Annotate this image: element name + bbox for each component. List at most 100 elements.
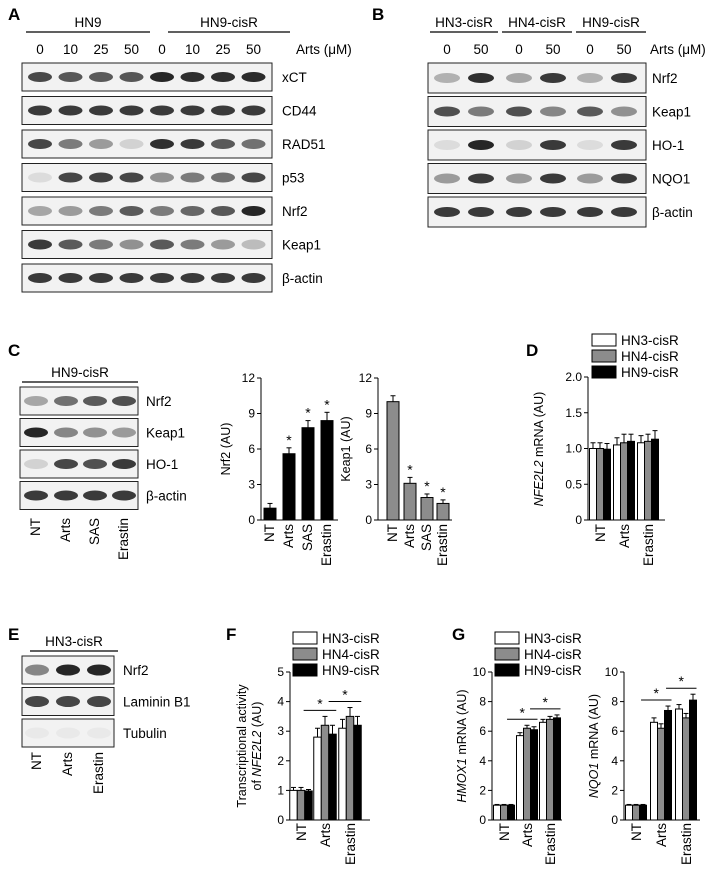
- y-tick-label: 8: [479, 695, 486, 709]
- panel-A-dose: 10: [185, 42, 200, 57]
- blot-band: [89, 239, 113, 250]
- blot-row-label: Keap1: [146, 426, 185, 441]
- blot-band: [468, 207, 494, 217]
- blot-band: [28, 105, 52, 116]
- panel-B-dose: 0: [515, 42, 523, 57]
- panel-A-blots: xCT CD44 RAD51 p53 Nrf2 Keap1 β-actin: [21, 62, 326, 293]
- y-tick-label: 6: [365, 442, 372, 456]
- bar: [328, 733, 337, 821]
- panel-A: HN9 HN9-cisR 0 10 25 50 0 10 25 50 Arts (μM): [26, 15, 352, 57]
- blot-band: [180, 172, 205, 183]
- chart-C-keap1: 0 3 6 9 12 NT * Arts * SAS * Erastin: [359, 371, 452, 566]
- blot-band: [28, 206, 52, 216]
- y-axis-label-italic: NFE2L2: [532, 460, 546, 506]
- blot-row-label: Nrf2: [652, 71, 678, 86]
- panel-B-dose: 50: [473, 42, 488, 57]
- blot-band: [241, 239, 266, 250]
- blot-band: [540, 207, 566, 217]
- bar: [345, 715, 355, 821]
- blot-row-label: β-actin: [652, 205, 693, 220]
- bar: [403, 482, 417, 521]
- x-category-label: SAS: [300, 524, 315, 551]
- blot-band: [540, 140, 566, 150]
- blot-band: [24, 427, 48, 438]
- blot-band: [180, 239, 205, 250]
- y-axis-label-F-line2: of NFE2L2 (AU): [250, 702, 264, 791]
- blot-band: [119, 239, 144, 250]
- blot-band: [112, 396, 136, 406]
- x-category-label: Erastin: [543, 823, 558, 865]
- y-tick-label: 5: [277, 665, 284, 679]
- blot-band: [468, 106, 494, 117]
- y-axis-label-italic: NFE2L2: [250, 731, 264, 777]
- bar: [650, 721, 658, 821]
- bar: [386, 401, 400, 521]
- blot-band: [506, 140, 532, 150]
- x-category-label: NT: [385, 524, 400, 542]
- legend-label: HN9-cisR: [524, 663, 582, 678]
- x-category-label: Erastin: [435, 524, 450, 566]
- y-tick-label: 6: [248, 442, 255, 456]
- blot-band: [89, 206, 113, 216]
- panel-C-lane-label: Erastin: [116, 518, 131, 560]
- blot-band: [87, 696, 111, 707]
- y-tick-label: 6: [611, 724, 618, 738]
- panel-A-unit: Arts (μM): [296, 42, 352, 57]
- blot-band: [211, 273, 235, 283]
- blot-row-label: NQO1: [652, 172, 690, 187]
- blot-band: [58, 206, 83, 216]
- x-category-label: Arts: [617, 524, 632, 548]
- y-tick-label: 4: [611, 754, 618, 768]
- panel-A-dose: 0: [36, 42, 44, 57]
- blot-band: [434, 73, 460, 83]
- legend-label: HN4-cisR: [621, 349, 679, 364]
- panel-A-group: HN9: [74, 15, 101, 30]
- y-axis-label-G1: HMOX1 mRNA (AU): [455, 689, 469, 802]
- x-category-label: Erastin: [319, 524, 334, 566]
- y-tick-label: 9: [365, 407, 372, 421]
- blot-band: [112, 459, 136, 469]
- blot-band: [150, 139, 174, 149]
- blot-band: [150, 273, 174, 283]
- sig-star: *: [520, 704, 526, 720]
- blot-row-label: Nrf2: [146, 394, 172, 409]
- bar: [627, 440, 635, 521]
- bar: [282, 453, 296, 521]
- blot-band: [56, 696, 80, 707]
- blot-row-label: RAD51: [282, 137, 326, 152]
- blot-band: [58, 139, 83, 149]
- y-axis-label: Keap1 (AU): [339, 416, 353, 481]
- blot-band: [577, 207, 603, 217]
- bar: [301, 427, 315, 521]
- panel-A-dose: 10: [63, 42, 78, 57]
- bar: [546, 718, 554, 821]
- panel-B-blot-row: HO-1: [427, 129, 684, 161]
- x-category-label: Erastin: [641, 524, 656, 566]
- panel-B-dose: 0: [443, 42, 451, 57]
- blot-band: [180, 273, 205, 283]
- blot-band: [58, 172, 83, 183]
- panel-C-blots: Nrf2 Keap1 HO-1 β-actin: [19, 386, 187, 510]
- panel-C: HN9-cisR NT Arts SAS Erastin: [22, 365, 138, 560]
- y-tick-label: 0.5: [565, 477, 582, 491]
- panel-label-E: E: [8, 625, 19, 644]
- blot-band: [87, 664, 111, 676]
- y-tick-label: 3: [277, 724, 284, 738]
- blot-band: [468, 173, 494, 184]
- blot-band: [211, 172, 235, 183]
- blot-band: [241, 172, 266, 183]
- panel-E-lane-label: Arts: [60, 752, 75, 776]
- x-category-label: Arts: [402, 524, 417, 548]
- blot-band: [577, 173, 603, 184]
- blot-band: [506, 173, 532, 184]
- blot-band: [506, 73, 532, 83]
- blot-band: [611, 106, 637, 117]
- legend-swatch: [591, 349, 617, 363]
- blot-row-label: p53: [282, 171, 305, 186]
- blot-band: [211, 139, 235, 149]
- x-category-label: NT: [629, 823, 644, 841]
- bar: [289, 789, 298, 821]
- x-category-label: NT: [497, 823, 512, 841]
